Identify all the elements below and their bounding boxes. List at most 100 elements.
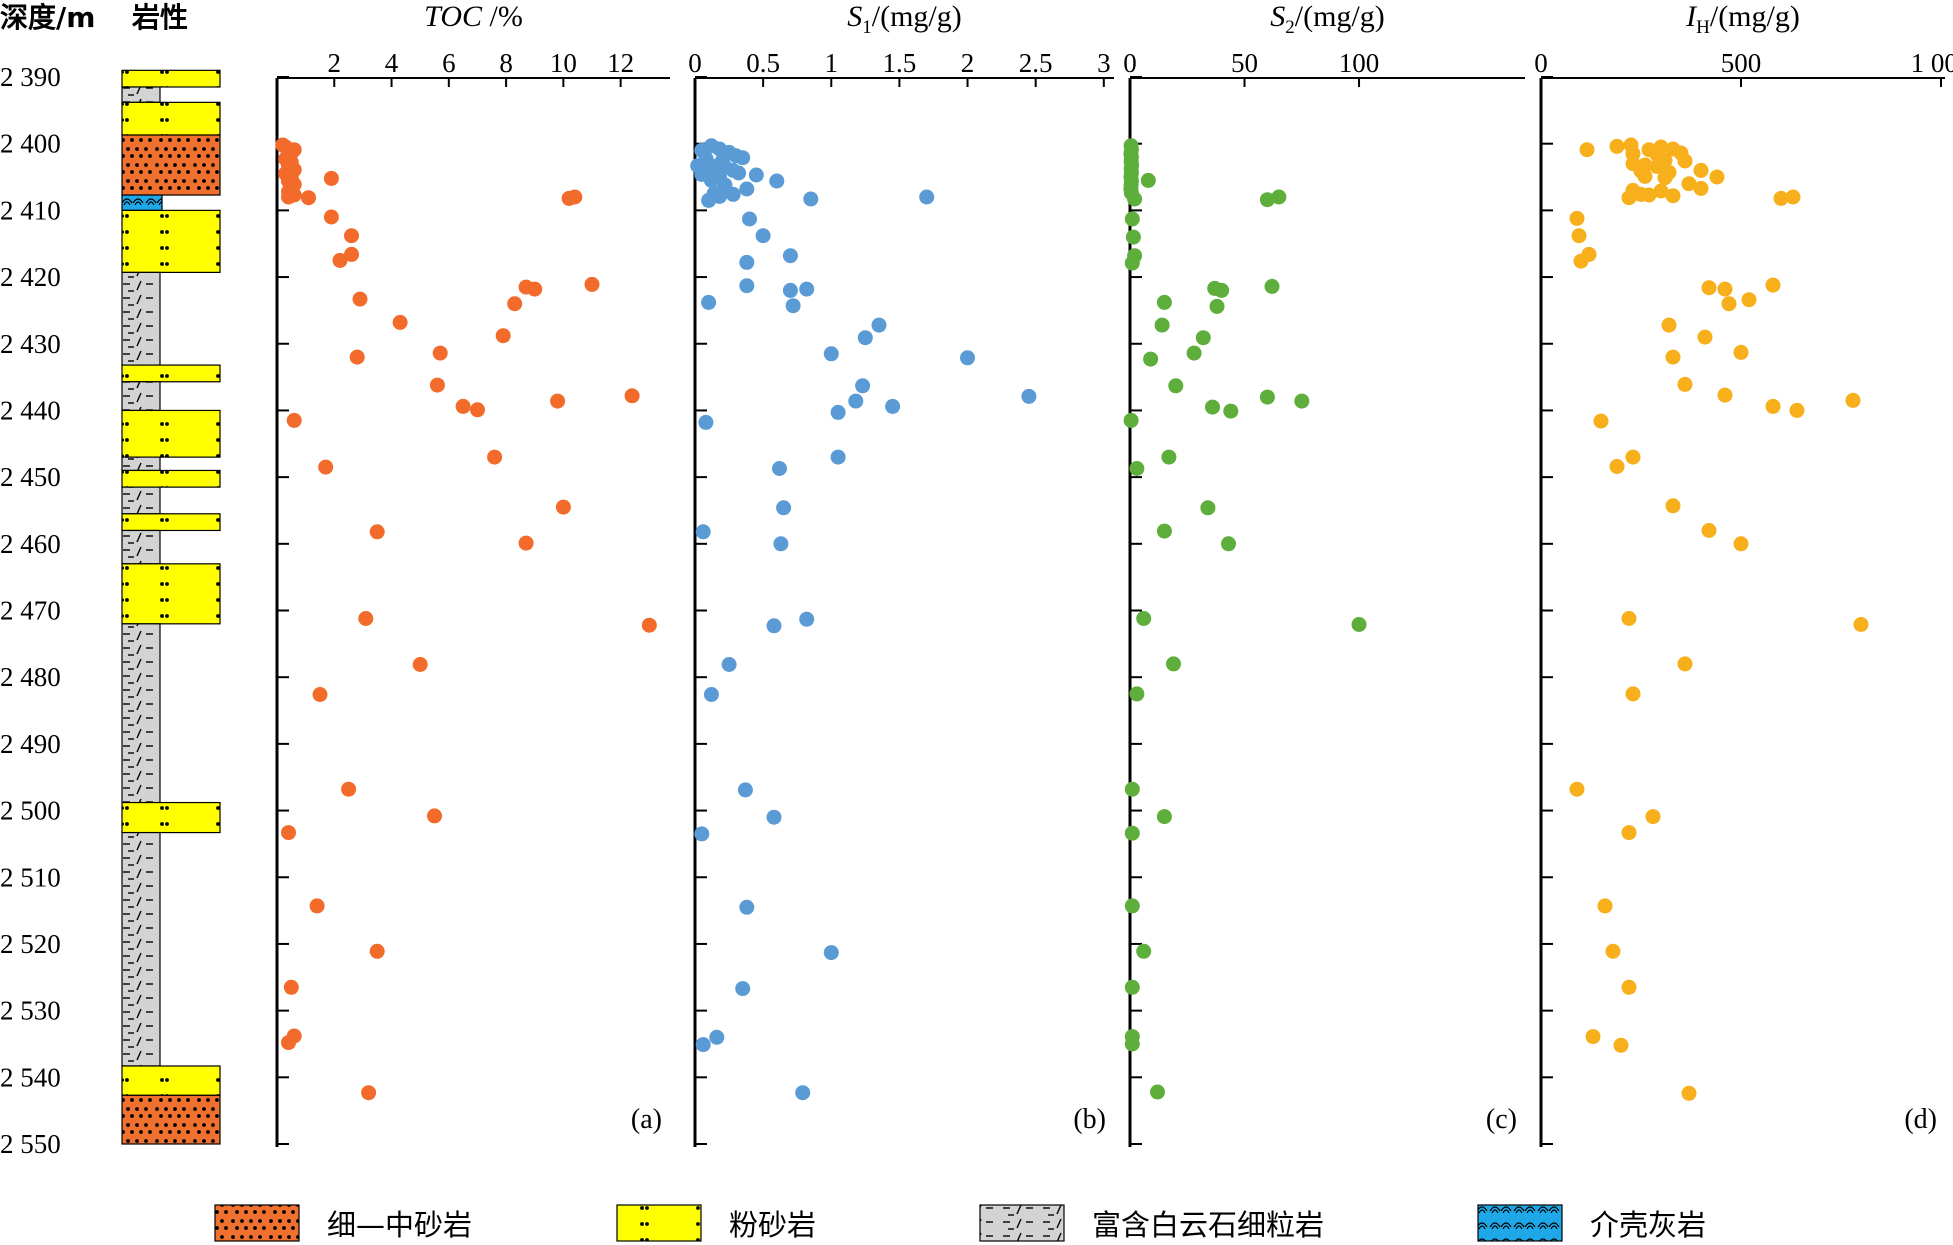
ih-data-point <box>1677 656 1693 672</box>
s2-data-point <box>1140 172 1156 188</box>
s2-data-point <box>1124 898 1140 914</box>
ih-data-point <box>1741 292 1757 308</box>
s1-data-point <box>785 298 801 314</box>
toc-data-point <box>344 246 359 262</box>
toc-data-point <box>318 459 334 475</box>
depth-column-header: 深度/m <box>0 1 95 34</box>
toc-data-point <box>369 943 385 959</box>
ih-data-point <box>1579 142 1595 158</box>
legend-label-coquina: 介壳灰岩 <box>1590 1208 1706 1242</box>
toc-data-point <box>518 535 534 551</box>
s2-data-point <box>1150 1084 1165 1100</box>
ih-data-point <box>1653 183 1669 199</box>
toc-x-tick-label: 10 <box>550 48 577 78</box>
s1-data-point <box>769 173 785 189</box>
depth-tick-label: 2 430 <box>0 329 61 359</box>
depth-tick-label: 2 480 <box>0 662 61 692</box>
s1-data-point <box>960 350 975 366</box>
toc-panel-label: (a) <box>631 1104 662 1135</box>
s1-data-point <box>795 1085 811 1101</box>
depth-tick-label: 2 530 <box>0 996 61 1026</box>
ih-data-point <box>1637 168 1653 184</box>
s1-data-point <box>772 461 787 476</box>
toc-data-point <box>323 209 339 225</box>
toc-data-point <box>281 1035 296 1051</box>
s1-data-point <box>830 404 846 420</box>
lithology-bed-coquina <box>121 194 163 211</box>
ih-data-point <box>1657 170 1673 186</box>
toc-data-point <box>358 611 374 626</box>
ih-data-point <box>1721 296 1737 312</box>
s2-data-point <box>1124 825 1140 841</box>
s2-data-point <box>1156 294 1172 310</box>
s2-x-tick-label: 100 <box>1339 48 1380 78</box>
panel-s2: 0 50 100 S2/(mg/g) (c) <box>1123 0 1525 1147</box>
s1-data-point <box>695 1037 711 1053</box>
depth-axis-labels: 2 390 2 400 2 410 2 420 2 430 2 440 2 450 2 460… <box>0 62 61 1159</box>
ih-data-point <box>1845 392 1861 408</box>
ih-data-point <box>1709 169 1725 185</box>
s2-data-point <box>1154 317 1170 333</box>
toc-data-point <box>286 412 302 428</box>
ih-data-point <box>1597 898 1613 914</box>
toc-x-tick-label: 4 <box>385 48 399 78</box>
ih-data-point <box>1717 281 1733 297</box>
s1-data-point <box>739 254 755 270</box>
ih-data-point <box>1693 162 1709 178</box>
s2-data-point <box>1125 229 1141 245</box>
lithology-bed-siltstone <box>121 513 221 532</box>
lithology-legend: 细—中砂岩 粉砂岩 富含白云石细粒岩 介壳灰岩 <box>214 1204 1706 1242</box>
s1-x-tick-label: 1.5 <box>883 48 917 78</box>
legend-label-siltstone: 粉砂岩 <box>729 1208 816 1242</box>
s1-data-point <box>1021 388 1037 404</box>
depth-tick-label: 2 440 <box>0 395 61 425</box>
s1-data-point <box>748 167 764 183</box>
toc-data-point <box>323 170 339 186</box>
depth-tick-label: 2 520 <box>0 929 61 959</box>
depth-tick-label: 2 470 <box>0 596 61 626</box>
depth-tick-label: 2 490 <box>0 729 61 759</box>
toc-data-point <box>495 328 511 344</box>
s1-x-tick-label: 2 <box>961 48 975 78</box>
s2-data-point <box>1223 403 1239 419</box>
s1-data-point <box>739 278 755 294</box>
ih-data-point <box>1625 449 1641 465</box>
panel-toc: 2 4 6 8 10 12 TOC /% (a) <box>275 0 670 1147</box>
ih-data-point <box>1605 943 1621 959</box>
depth-tick-label: 2 510 <box>0 862 61 892</box>
toc-data-point <box>550 393 566 409</box>
ih-data-point <box>1573 253 1589 269</box>
s1-data-point <box>799 281 815 297</box>
ih-x-tick-label: 500 <box>1721 48 1762 78</box>
toc-data-point <box>392 314 408 330</box>
ih-data-point <box>1621 979 1637 995</box>
s1-data-point <box>742 211 757 227</box>
s1-data-point <box>799 611 815 627</box>
ih-data-point <box>1681 1085 1697 1101</box>
lithology-bed-dolomitic <box>121 271 161 366</box>
toc-data-point <box>352 291 368 307</box>
s1-data-point <box>830 449 846 465</box>
ih-data-point <box>1571 228 1587 244</box>
lithology-bed-siltstone <box>121 69 221 88</box>
toc-x-tick-label: 12 <box>607 48 634 78</box>
ih-axis-title: IH/(mg/g) <box>1685 0 1800 38</box>
s2-data-point <box>1195 330 1211 346</box>
s1-data-point <box>701 192 717 208</box>
toc-data-point <box>487 449 503 465</box>
legend-swatch-siltstone <box>616 1204 702 1242</box>
toc-x-tick-label: 8 <box>499 48 513 78</box>
ih-panel-label: (d) <box>1904 1104 1937 1135</box>
toc-data-point <box>455 398 471 414</box>
lithology-bed-dolomitic <box>121 623 161 804</box>
s2-data-point <box>1259 389 1275 405</box>
s1-data-point <box>782 248 798 264</box>
s2-data-point <box>1124 979 1140 995</box>
toc-data-point <box>361 1085 377 1101</box>
toc-data-point <box>641 617 657 633</box>
ih-data-point <box>1665 349 1681 365</box>
depth-tick-label: 2 400 <box>0 129 61 159</box>
s2-data-point <box>1136 611 1152 626</box>
s1-data-point <box>766 809 782 825</box>
legend-swatch-sandstone <box>214 1204 300 1242</box>
